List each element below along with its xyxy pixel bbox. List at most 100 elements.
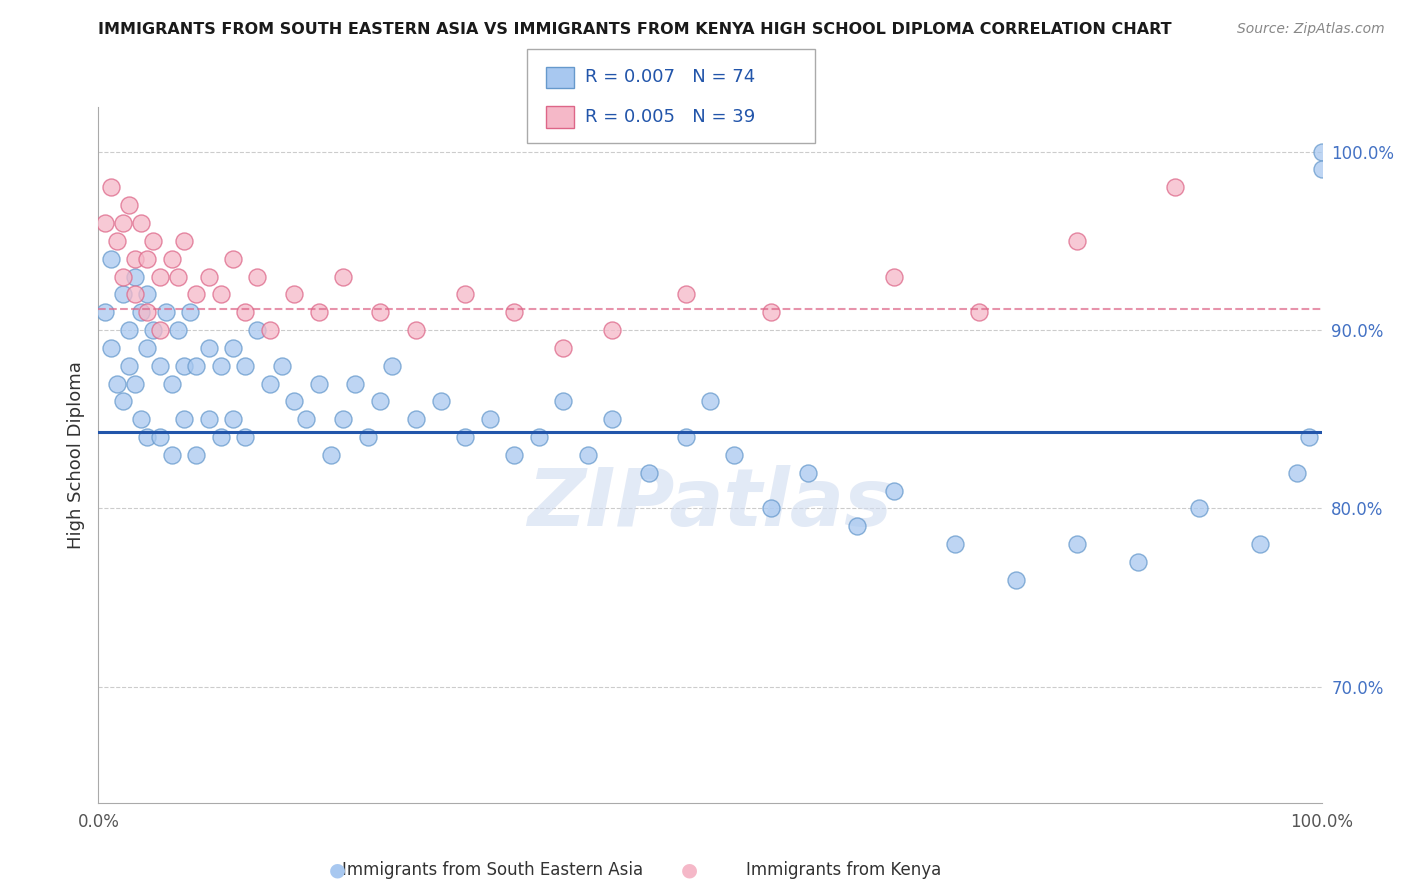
- Point: [233, 430, 256, 444]
- Point: [124, 287, 146, 301]
- Point: [1128, 555, 1150, 569]
- Point: [105, 234, 128, 248]
- Text: R = 0.007   N = 74: R = 0.007 N = 74: [585, 69, 755, 87]
- Point: [149, 269, 172, 284]
- Point: [179, 305, 201, 319]
- Point: [149, 430, 172, 444]
- Point: [295, 412, 318, 426]
- Point: [259, 323, 281, 337]
- Point: [675, 430, 697, 444]
- Point: [368, 305, 391, 319]
- Point: [118, 323, 141, 337]
- Point: [186, 359, 208, 373]
- Point: [124, 252, 146, 266]
- Point: [233, 359, 256, 373]
- Point: [332, 412, 354, 426]
- Point: [111, 287, 134, 301]
- Point: [259, 376, 281, 391]
- Point: [454, 430, 477, 444]
- Point: [1298, 430, 1320, 444]
- Point: [222, 252, 245, 266]
- Text: Immigrants from South Eastern Asia: Immigrants from South Eastern Asia: [342, 861, 643, 879]
- Point: [129, 216, 152, 230]
- Point: [761, 305, 783, 319]
- Point: [129, 305, 152, 319]
- Text: ●: ●: [681, 860, 697, 880]
- Point: [430, 394, 453, 409]
- Point: [1066, 234, 1088, 248]
- Point: [136, 341, 159, 355]
- Point: [149, 323, 172, 337]
- Point: [503, 448, 526, 462]
- Point: [600, 412, 623, 426]
- Point: [503, 305, 526, 319]
- Point: [1310, 162, 1333, 177]
- Point: [761, 501, 783, 516]
- Point: [100, 252, 122, 266]
- Point: [356, 430, 378, 444]
- Point: [136, 430, 159, 444]
- Point: [197, 341, 219, 355]
- Point: [111, 269, 134, 284]
- Point: [167, 269, 190, 284]
- Point: [1188, 501, 1211, 516]
- Point: [967, 305, 990, 319]
- Point: [100, 341, 122, 355]
- Point: [149, 359, 172, 373]
- Point: [368, 394, 391, 409]
- Point: [1066, 537, 1088, 551]
- Point: [160, 252, 183, 266]
- Point: [233, 305, 256, 319]
- Point: [478, 412, 501, 426]
- Text: R = 0.005   N = 39: R = 0.005 N = 39: [585, 108, 755, 126]
- Point: [142, 323, 165, 337]
- Point: [118, 198, 141, 212]
- Point: [155, 305, 177, 319]
- Point: [186, 448, 208, 462]
- Point: [173, 412, 195, 426]
- Point: [111, 216, 134, 230]
- Point: [111, 394, 134, 409]
- Point: [209, 430, 232, 444]
- Point: [186, 287, 208, 301]
- Point: [638, 466, 661, 480]
- Point: [142, 234, 165, 248]
- Text: ●: ●: [329, 860, 346, 880]
- Point: [100, 180, 122, 194]
- Point: [93, 305, 115, 319]
- Point: [173, 234, 195, 248]
- Point: [160, 376, 183, 391]
- Point: [124, 376, 146, 391]
- Text: Immigrants from Kenya: Immigrants from Kenya: [747, 861, 941, 879]
- Point: [209, 359, 232, 373]
- Point: [527, 430, 550, 444]
- Point: [167, 323, 190, 337]
- Point: [344, 376, 367, 391]
- Point: [943, 537, 966, 551]
- Point: [1249, 537, 1271, 551]
- Point: [405, 412, 427, 426]
- Point: [723, 448, 745, 462]
- Point: [173, 359, 195, 373]
- Point: [93, 216, 115, 230]
- Point: [797, 466, 820, 480]
- Point: [1164, 180, 1187, 194]
- Point: [883, 483, 905, 498]
- Point: [308, 376, 330, 391]
- Point: [124, 269, 146, 284]
- Point: [553, 394, 575, 409]
- Point: [600, 323, 623, 337]
- Point: [699, 394, 721, 409]
- Point: [454, 287, 477, 301]
- Point: [136, 305, 159, 319]
- Point: [308, 305, 330, 319]
- Point: [1286, 466, 1309, 480]
- Point: [1310, 145, 1333, 159]
- Point: [553, 341, 575, 355]
- Text: Source: ZipAtlas.com: Source: ZipAtlas.com: [1237, 22, 1385, 37]
- Point: [105, 376, 128, 391]
- Point: [1004, 573, 1026, 587]
- Point: [129, 412, 152, 426]
- Point: [222, 412, 245, 426]
- Point: [405, 323, 427, 337]
